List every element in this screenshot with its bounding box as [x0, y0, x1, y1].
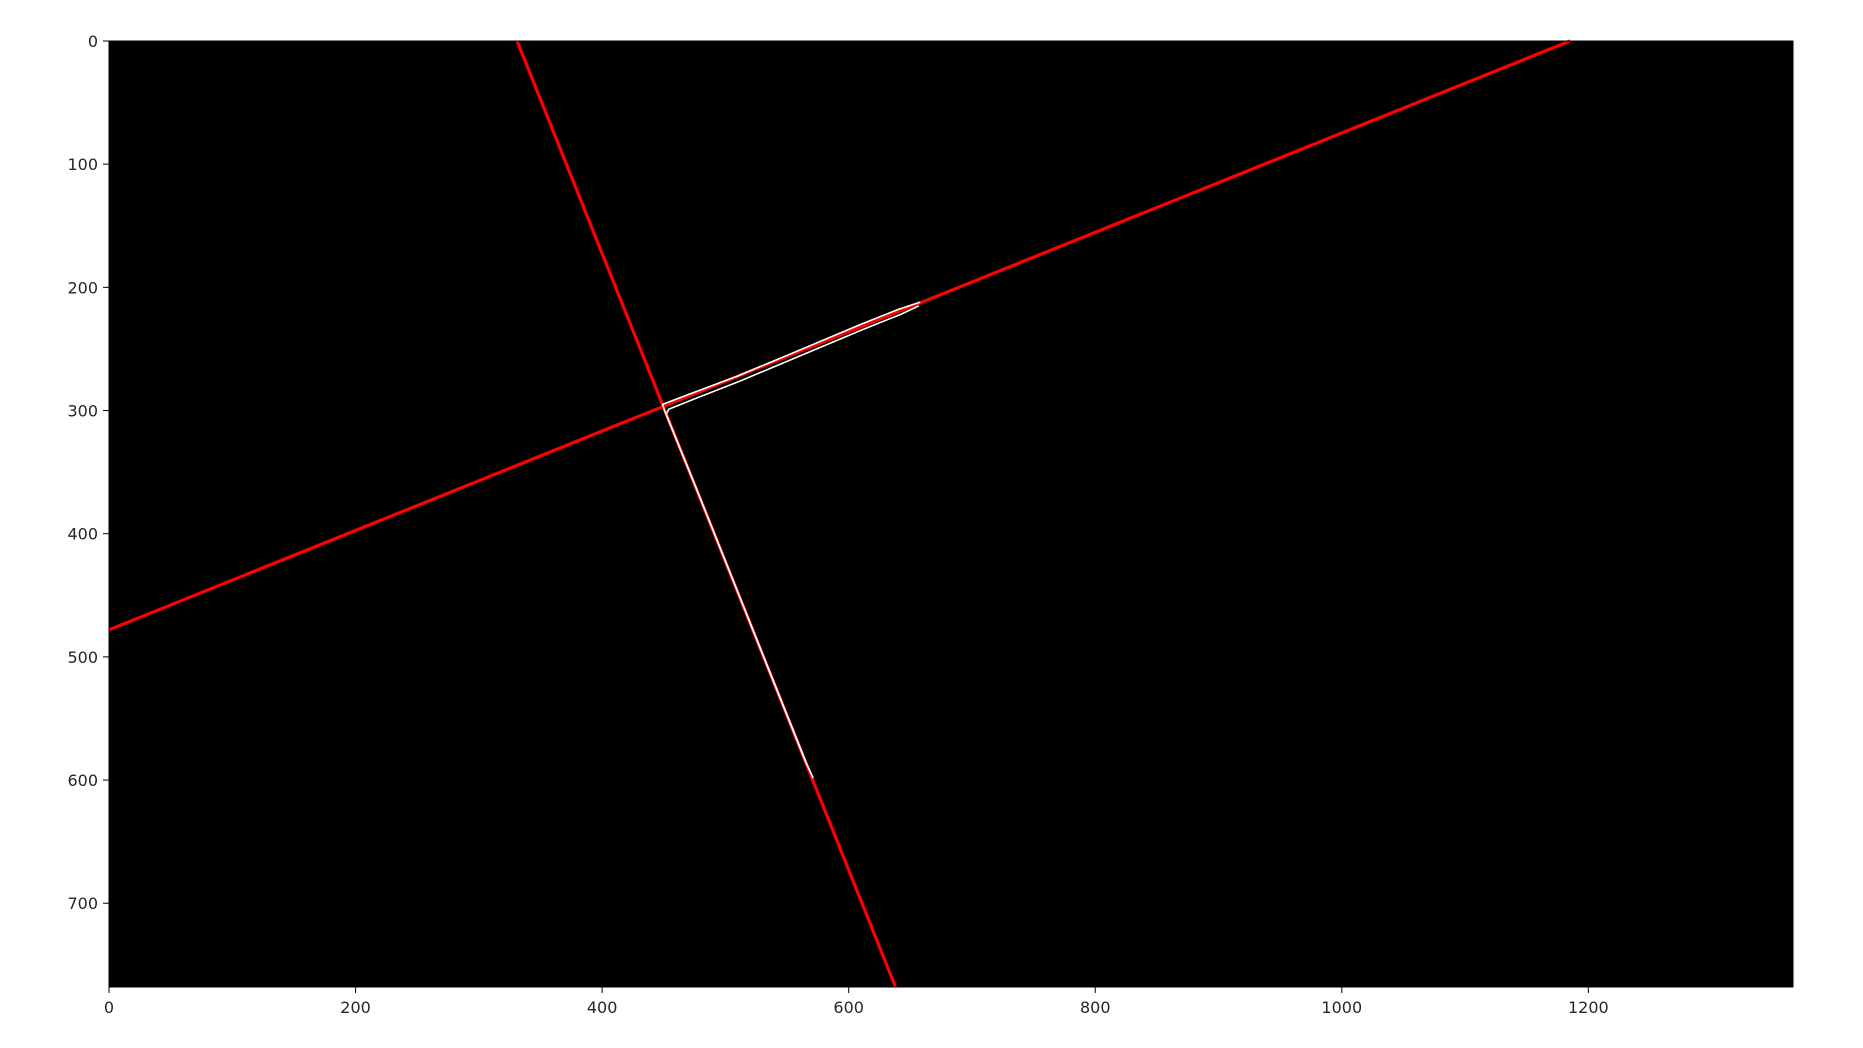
plot-marks [108, 39, 1571, 988]
x-tick-label-6: 1200 [1568, 998, 1609, 1017]
y-tick-label-5: 500 [67, 648, 98, 667]
y-tick-label-2: 200 [67, 278, 98, 297]
red-line-0 [108, 39, 1571, 632]
y-tick-label-7: 700 [67, 894, 98, 913]
y-tick-label-0: 0 [88, 32, 98, 51]
x-tick-label-3: 600 [833, 998, 864, 1017]
x-tick-label-2: 400 [587, 998, 618, 1017]
axes: 0 200 400 600 800 1000 1200 0 100 200 300 400 500 600… [67, 32, 1794, 1017]
edge-contour-2 [661, 301, 921, 779]
y-tick-label-6: 600 [67, 771, 98, 790]
y-tick-label-1: 100 [67, 155, 98, 174]
x-tick-label-4: 800 [1080, 998, 1111, 1017]
axes-frame [108, 40, 1794, 988]
y-tick-label-4: 400 [67, 525, 98, 544]
x-tick-label-5: 1000 [1321, 998, 1362, 1017]
y-tick-label-3: 300 [67, 402, 98, 421]
x-tick-label-0: 0 [104, 998, 114, 1017]
plot-background [109, 41, 1793, 987]
x-tick-label-1: 200 [340, 998, 371, 1017]
